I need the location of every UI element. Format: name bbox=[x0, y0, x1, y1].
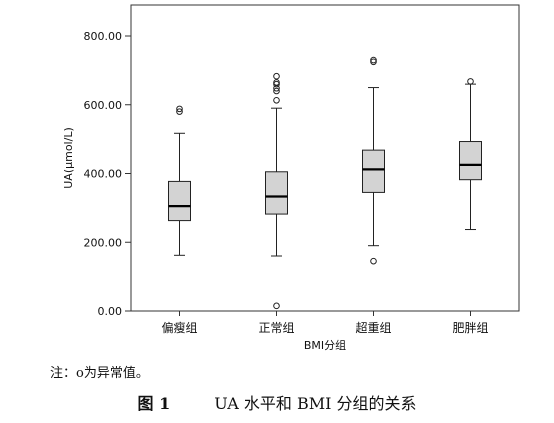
boxes-group bbox=[168, 56, 482, 310]
box-4 bbox=[459, 78, 482, 231]
outlier-point bbox=[176, 105, 183, 113]
figure-caption: 图 1 UA 水平和 BMI 分组的关系 bbox=[0, 390, 554, 414]
y-tick-label: 600.00 bbox=[84, 99, 123, 112]
outlier-point bbox=[370, 56, 377, 64]
y-axis-title: UA(μmol/L) bbox=[62, 127, 75, 189]
outlier-point bbox=[273, 96, 280, 104]
outlier-point bbox=[273, 79, 280, 86]
box-3 bbox=[362, 56, 385, 265]
outlier-point bbox=[273, 87, 280, 95]
iqr-box bbox=[459, 141, 482, 181]
outlier-point bbox=[273, 72, 280, 80]
outlier-point bbox=[370, 257, 377, 265]
iqr-box bbox=[362, 149, 385, 193]
y-axis: 0.00 200.00 400.00 600.00 800.00 bbox=[84, 30, 131, 318]
x-tick-label: 正常组 bbox=[258, 321, 294, 335]
outlier-point bbox=[467, 78, 474, 85]
y-tick-label: 800.00 bbox=[84, 30, 123, 43]
x-axis: 偏瘦组 正常组 超重组 肥胖组 bbox=[161, 311, 489, 335]
plot-area bbox=[130, 4, 520, 312]
x-tick-label: 肥胖组 bbox=[452, 321, 488, 335]
x-tick-label: 超重组 bbox=[355, 320, 391, 335]
y-tick-label: 400.00 bbox=[84, 168, 123, 181]
chart-note: 注：ο为异常值。 bbox=[50, 366, 149, 381]
x-tick-label: 偏瘦组 bbox=[161, 320, 197, 335]
x-axis-title: BMI分组 bbox=[304, 338, 346, 352]
outlier-point bbox=[273, 302, 280, 310]
outlier-point bbox=[176, 108, 183, 115]
iqr-box bbox=[265, 171, 288, 215]
boxplot-chart: 0.00 200.00 400.00 600.00 800.00 偏瘦组 正常组 超重组 肥胖… bbox=[62, 4, 520, 352]
figure-number: 图 1 bbox=[137, 394, 171, 413]
figure-title: UA 水平和 BMI 分组的关系 bbox=[214, 394, 417, 413]
y-tick-label: 0.00 bbox=[98, 305, 123, 318]
box-2 bbox=[265, 72, 288, 310]
box-1 bbox=[168, 105, 191, 256]
y-tick-label: 200.00 bbox=[84, 236, 123, 249]
iqr-box bbox=[168, 180, 191, 222]
